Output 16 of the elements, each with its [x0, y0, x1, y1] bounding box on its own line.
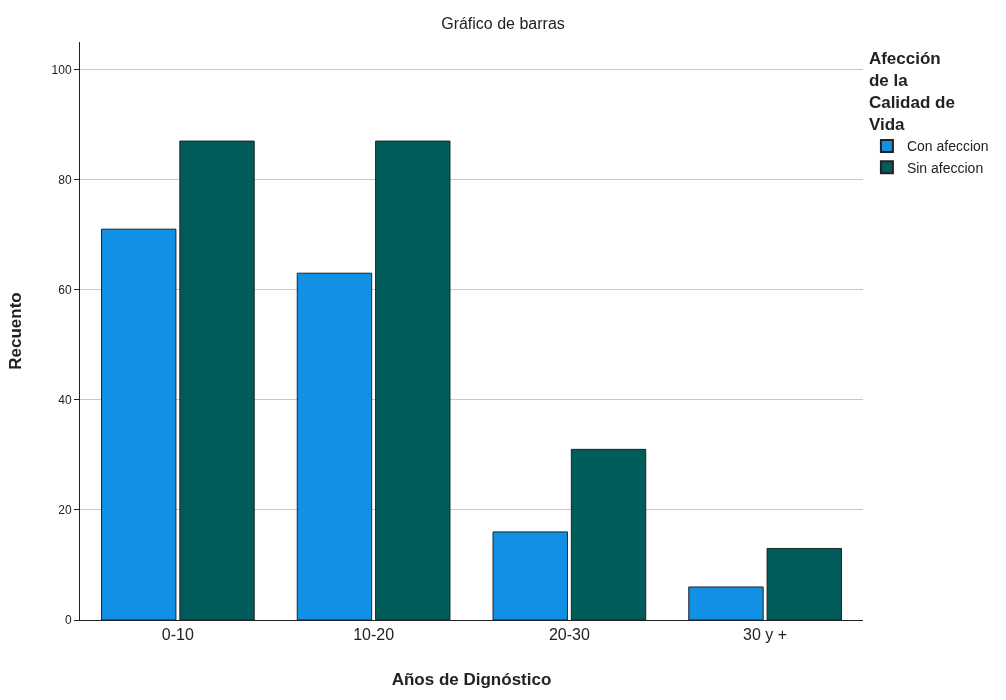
legend-label: Con afeccion — [906, 138, 989, 155]
x-tick-label: 30 y + — [743, 626, 788, 644]
y-axis-title: Recuento — [6, 292, 26, 370]
chart-title: Gráfico de barras — [441, 14, 565, 32]
y-tick-label: 60 — [58, 282, 72, 297]
y-tick-label: 40 — [58, 393, 72, 408]
y-tick-label: 80 — [58, 172, 72, 187]
y-tick-label: 0 — [64, 613, 72, 628]
legend-label: Sin afeccion — [906, 159, 984, 176]
x-tick-label: 20-30 — [548, 626, 590, 644]
y-tick-label: 20 — [58, 503, 72, 518]
y-tick-label: 100 — [51, 62, 72, 77]
x-tick-label: 10-20 — [353, 626, 395, 644]
x-axis-title: Años de Dignóstico — [391, 669, 552, 689]
legend-title: Afección de la Calidad de Vida — [868, 49, 955, 135]
x-tick-label: 0-10 — [161, 626, 194, 644]
